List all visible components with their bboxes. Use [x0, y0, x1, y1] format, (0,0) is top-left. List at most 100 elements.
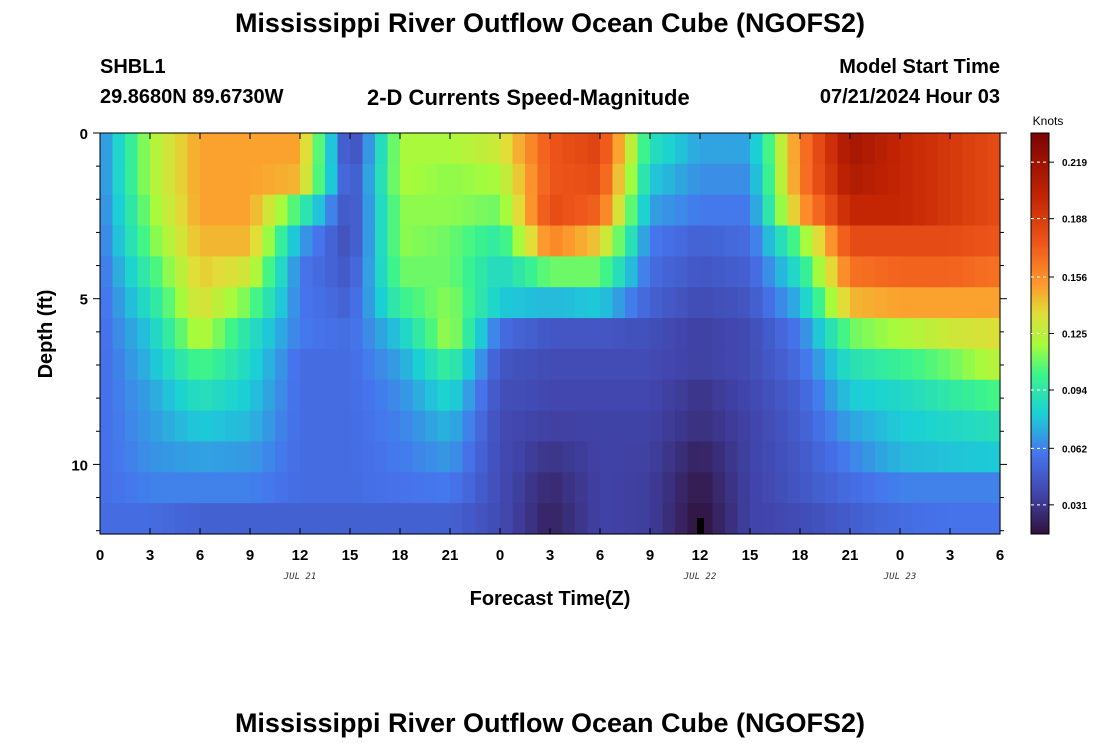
heatmap-cell — [375, 410, 389, 443]
heatmap-cell — [862, 410, 876, 443]
heatmap-cell — [500, 163, 514, 196]
heatmap-cell — [362, 318, 376, 350]
heatmap-cell — [325, 256, 339, 288]
heatmap-cell — [675, 256, 689, 288]
heatmap-cell — [450, 379, 464, 412]
heatmap-cell — [325, 410, 339, 443]
heatmap-cell — [250, 133, 264, 165]
heatmap-cell — [937, 472, 951, 504]
heatmap-cell — [412, 410, 426, 443]
heatmap-cell — [200, 441, 214, 473]
heatmap-cell — [325, 318, 339, 350]
heatmap-cell — [837, 379, 851, 412]
heatmap-cell — [837, 194, 851, 227]
heatmap-cell — [187, 194, 201, 227]
heatmap-cell — [687, 287, 701, 319]
heatmap-cell — [450, 133, 464, 165]
heatmap-cell — [475, 287, 489, 319]
heatmap-cell — [700, 287, 714, 319]
heatmap-cell — [112, 441, 126, 473]
heatmap-cell — [800, 348, 814, 381]
heatmap-cell — [362, 225, 376, 257]
heatmap-cell — [950, 163, 964, 196]
heatmap-cell — [875, 133, 889, 165]
heatmap-cell — [200, 503, 214, 535]
heatmap-cell — [812, 410, 826, 443]
heatmap-cell — [837, 410, 851, 443]
heatmap-cell — [162, 318, 176, 350]
heatmap-cell — [637, 163, 651, 196]
heatmap-cell — [175, 503, 189, 535]
heatmap-cell — [825, 441, 839, 473]
heatmap-cell — [587, 256, 601, 288]
heatmap-cell — [900, 410, 914, 443]
heatmap-cell — [825, 194, 839, 227]
heatmap-cell — [450, 348, 464, 381]
heatmap-cell — [900, 287, 914, 319]
heatmap-cell — [850, 133, 864, 165]
heatmap-cell — [937, 379, 951, 412]
heatmap-cell — [600, 256, 614, 288]
date-label: JUL 21 — [283, 572, 317, 582]
heatmap-cell — [187, 256, 201, 288]
heatmap-cell — [925, 318, 939, 350]
heatmap-cell — [600, 194, 614, 227]
heatmap-cell — [825, 133, 839, 165]
heatmap-cell — [950, 503, 964, 535]
heatmap-cell — [125, 225, 139, 257]
heatmap-cell — [300, 225, 314, 257]
heatmap-cell — [350, 503, 364, 535]
heatmap-cell — [937, 410, 951, 443]
heatmap-cell — [450, 225, 464, 257]
heatmap-cell — [350, 348, 364, 381]
heatmap-cell — [500, 225, 514, 257]
heatmap-cell — [312, 194, 326, 227]
heatmap-cell — [637, 379, 651, 412]
heatmap-cell — [737, 194, 751, 227]
heatmap-cell — [100, 441, 114, 473]
heatmap-cell — [275, 472, 289, 504]
heatmap-cell — [287, 410, 301, 443]
heatmap-cell — [337, 256, 351, 288]
heatmap-cell — [462, 410, 476, 443]
heatmap-cell — [925, 225, 939, 257]
heatmap-cell — [937, 441, 951, 473]
colorbar-tick-label: 0.031 — [1062, 501, 1087, 512]
heatmap-cell — [712, 133, 726, 165]
x-tick-label: 0 — [496, 547, 504, 564]
heatmap-cell — [675, 410, 689, 443]
heatmap-cell — [600, 225, 614, 257]
heatmap-cell — [162, 194, 176, 227]
heatmap-cell — [387, 410, 401, 443]
heatmap-cell — [537, 225, 551, 257]
heatmap-cell — [400, 225, 414, 257]
heatmap-cell — [162, 472, 176, 504]
heatmap-cell — [412, 472, 426, 504]
heatmap-cell — [925, 194, 939, 227]
heatmap-cell — [625, 472, 639, 504]
heatmap-cell — [750, 410, 764, 443]
heatmap-cell — [287, 225, 301, 257]
heatmap-cell — [925, 472, 939, 504]
heatmap-cell — [500, 379, 514, 412]
heatmap-cell — [175, 225, 189, 257]
heatmap-cell — [525, 472, 539, 504]
heatmap-cell — [112, 163, 126, 196]
heatmap-cell — [500, 503, 514, 535]
heatmap-cell — [150, 256, 164, 288]
colorbar-tick-label: 0.219 — [1062, 158, 1087, 169]
heatmap-cell — [425, 318, 439, 350]
heatmap-cell — [150, 441, 164, 473]
model-start-label: Model Start Time — [839, 56, 1000, 78]
heatmap-cell — [187, 225, 201, 257]
heatmap-cell — [787, 379, 801, 412]
heatmap-cell — [100, 163, 114, 196]
heatmap-cell — [462, 194, 476, 227]
heatmap-cell — [887, 194, 901, 227]
heatmap-cell — [650, 318, 664, 350]
heatmap-cell — [987, 410, 1001, 443]
heatmap-cell — [412, 287, 426, 319]
heatmap-cell — [237, 410, 251, 443]
x-tick-label: 18 — [392, 547, 409, 564]
heatmap-cell — [875, 379, 889, 412]
